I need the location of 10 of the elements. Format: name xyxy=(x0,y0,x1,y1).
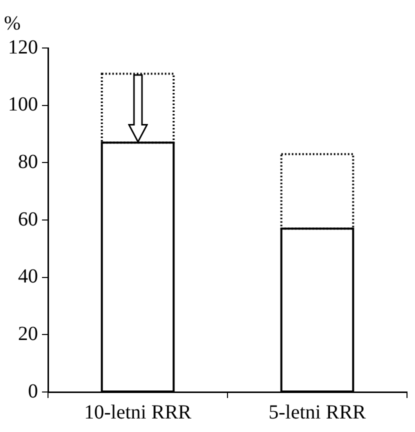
y-tick-label: 80 xyxy=(18,150,38,173)
x-tick-label: 5-letni RRR xyxy=(268,401,367,424)
y-tick-label: 120 xyxy=(8,36,38,58)
y-tick-label: 100 xyxy=(8,94,38,116)
y-axis-title: % xyxy=(4,12,21,34)
y-tick-label: 40 xyxy=(18,266,38,288)
y-tick-label: 20 xyxy=(18,322,38,345)
y-tick-label: 60 xyxy=(18,208,38,230)
x-tick-label: 10-letni RRR xyxy=(84,401,192,424)
y-tick-label: 0 xyxy=(28,380,38,402)
